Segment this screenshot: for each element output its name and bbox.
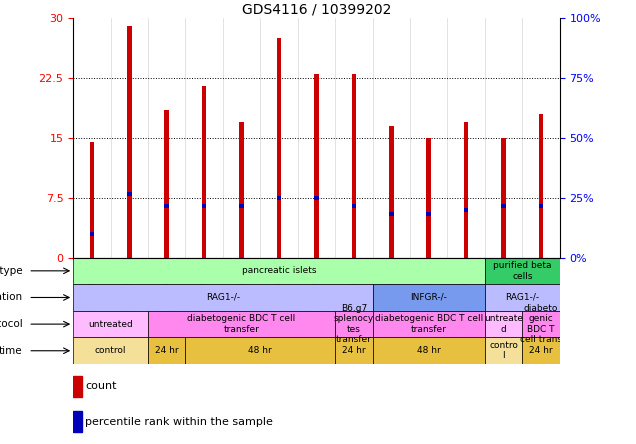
Bar	[427, 212, 431, 216]
Text: 24 hr: 24 hr	[155, 346, 179, 355]
Text: untreate
d: untreate d	[484, 314, 523, 334]
Bar	[335, 337, 373, 364]
Bar	[148, 311, 335, 337]
Text: B6.g7
splenocy
tes
transfer: B6.g7 splenocy tes transfer	[334, 304, 374, 344]
Bar	[202, 203, 206, 208]
Text: count: count	[85, 381, 117, 391]
Bar	[90, 232, 94, 236]
Bar	[239, 203, 244, 208]
Bar	[127, 26, 132, 258]
Bar	[464, 208, 468, 212]
Bar	[314, 195, 319, 200]
Bar	[522, 311, 560, 337]
Bar	[277, 195, 281, 200]
Bar	[389, 212, 394, 216]
Bar	[73, 258, 485, 284]
Text: 48 hr: 48 hr	[417, 346, 441, 355]
Bar	[277, 38, 281, 258]
Text: pancreatic islets: pancreatic islets	[242, 266, 316, 275]
Bar	[352, 74, 356, 258]
Text: protocol: protocol	[0, 319, 23, 329]
Bar	[73, 376, 82, 397]
Bar	[522, 337, 560, 364]
Bar	[202, 86, 206, 258]
Bar	[352, 203, 356, 208]
Text: INFGR-/-: INFGR-/-	[410, 293, 447, 302]
Bar	[389, 126, 394, 258]
Text: cell type: cell type	[0, 266, 23, 276]
Bar	[239, 122, 244, 258]
Bar	[73, 411, 82, 432]
Bar	[464, 122, 468, 258]
Bar	[373, 284, 485, 311]
Bar	[539, 114, 543, 258]
Bar	[186, 337, 335, 364]
Bar	[501, 203, 506, 208]
Text: RAG1-/-: RAG1-/-	[505, 293, 539, 302]
Bar	[373, 311, 485, 337]
Bar	[427, 138, 431, 258]
Title: GDS4116 / 10399202: GDS4116 / 10399202	[242, 3, 391, 16]
Text: 24 hr: 24 hr	[529, 346, 553, 355]
Bar	[73, 284, 373, 311]
Text: control: control	[95, 346, 127, 355]
Text: 48 hr: 48 hr	[249, 346, 272, 355]
Bar	[539, 203, 543, 208]
Text: RAG1-/-: RAG1-/-	[206, 293, 240, 302]
Bar	[485, 337, 522, 364]
Text: time: time	[0, 346, 23, 356]
Bar	[90, 142, 94, 258]
Text: diabetogenic BDC T cell
transfer: diabetogenic BDC T cell transfer	[188, 314, 296, 334]
Bar	[165, 110, 169, 258]
Bar	[485, 258, 560, 284]
Text: diabeto
genic
BDC T
cell trans: diabeto genic BDC T cell trans	[520, 304, 562, 344]
Bar	[485, 311, 522, 337]
Bar	[73, 311, 148, 337]
Text: diabetogenic BDC T cell
transfer: diabetogenic BDC T cell transfer	[375, 314, 483, 334]
Bar	[127, 192, 132, 196]
Bar	[314, 74, 319, 258]
Text: contro
l: contro l	[489, 341, 518, 361]
Text: untreated: untreated	[88, 320, 133, 329]
Bar	[73, 337, 148, 364]
Bar	[335, 311, 373, 337]
Bar	[148, 337, 186, 364]
Text: purified beta
cells: purified beta cells	[493, 261, 551, 281]
Bar	[165, 203, 169, 208]
Text: percentile rank within the sample: percentile rank within the sample	[85, 417, 273, 427]
Text: genotype/variation: genotype/variation	[0, 293, 23, 302]
Bar	[373, 337, 485, 364]
Text: 24 hr: 24 hr	[342, 346, 366, 355]
Bar	[485, 284, 560, 311]
Bar	[501, 138, 506, 258]
